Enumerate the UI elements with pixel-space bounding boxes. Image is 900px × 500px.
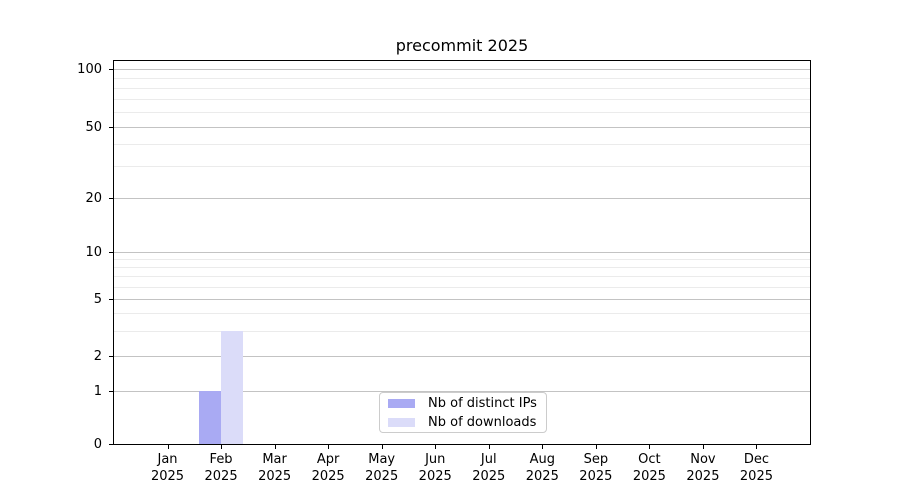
y-gridline-minor [114,330,810,332]
y-tick [109,126,113,128]
y-tick-label: 10 [85,244,102,260]
plot-area [113,60,811,445]
x-tick-label: Jun 2025 [418,452,452,484]
y-tick-label: 50 [85,119,102,135]
y-gridline-major [114,299,810,301]
y-gridline-major [114,126,810,128]
x-tick-label: Dec 2025 [739,452,773,484]
y-gridline-major [114,197,810,199]
x-tick [488,445,490,449]
x-tick-label: Apr 2025 [311,452,345,484]
y-gridline-minor [114,166,810,168]
y-gridline-minor [114,111,810,113]
y-gridline-minor [114,267,810,269]
x-tick [542,445,544,449]
legend-entry-distinct-ips: Nb of distinct IPs [388,396,537,411]
x-tick-label: Jul 2025 [472,452,506,484]
y-tick-label: 1 [93,383,102,399]
y-gridline-minor [114,286,810,288]
y-tick [109,299,113,301]
legend: Nb of distinct IPs Nb of downloads [379,392,547,433]
legend-swatch-downloads [388,417,415,427]
x-tick-label: May 2025 [365,452,399,484]
x-tick-label: Oct 2025 [632,452,666,484]
x-tick [756,445,758,449]
y-tick [109,251,113,253]
x-tick-label: Aug 2025 [525,452,559,484]
y-gridline-major [114,251,810,253]
x-tick [221,445,223,449]
y-gridline-minor [114,313,810,315]
x-tick [328,445,330,449]
chart-title: precommit 2025 [395,36,529,55]
y-tick-label: 100 [77,62,102,78]
legend-entry-downloads: Nb of downloads [388,415,537,430]
x-tick-label: Jan 2025 [150,452,185,484]
y-gridline-minor [114,87,810,89]
x-tick [167,445,169,449]
legend-label-distinct-ips: Nb of distinct IPs [428,395,537,411]
y-gridline-minor [114,143,810,145]
x-tick [702,445,704,449]
y-tick [109,390,113,392]
x-tick [649,445,651,449]
bar-distinct-ips [199,390,222,444]
x-tick-label: Mar 2025 [258,452,292,484]
x-tick [595,445,597,449]
y-gridline-major [114,69,810,71]
y-tick [109,69,113,71]
x-tick-label: Feb 2025 [204,452,238,484]
y-tick [109,444,113,445]
y-tick-label: 5 [93,292,102,308]
y-gridline-minor [114,258,810,260]
y-tick-label: 2 [93,348,102,364]
y-gridline-minor [114,78,810,79]
y-gridline-major [114,390,810,392]
y-gridline-major [114,355,810,357]
y-tick-label: 20 [85,190,102,206]
legend-swatch-distinct-ips [388,398,415,408]
x-tick [274,445,276,449]
y-tick [109,197,113,199]
x-tick [381,445,383,449]
bar-downloads [221,330,244,444]
y-gridline-minor [114,98,810,100]
x-tick-label: Sep 2025 [579,452,613,484]
x-tick-label: Nov 2025 [686,452,720,484]
y-tick [109,355,113,357]
x-tick [435,445,437,449]
legend-label-downloads: Nb of downloads [428,414,537,430]
y-tick-label: 0 [93,437,102,452]
y-gridline-minor [114,276,810,278]
